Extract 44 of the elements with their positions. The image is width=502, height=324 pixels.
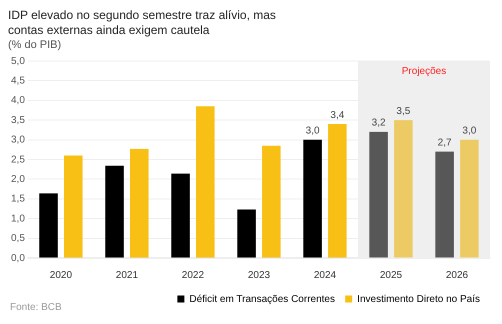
bar <box>369 132 388 258</box>
source-note: Fonte: BCB <box>10 302 62 313</box>
y-tick-label: 0,5 <box>10 233 26 244</box>
y-tick-label: 0,0 <box>10 252 26 264</box>
bar <box>39 193 58 258</box>
data-label: 3,5 <box>396 106 411 117</box>
x-tick-label: 2020 <box>50 270 72 281</box>
x-tick-label: 2023 <box>248 270 271 281</box>
bar <box>105 166 124 258</box>
x-tick-label: 2022 <box>182 270 204 281</box>
data-label: 3,0 <box>306 126 320 137</box>
y-tick-label: 2,0 <box>10 174 26 185</box>
y-tick-label: 3,0 <box>10 134 26 146</box>
y-tick-label: 3,5 <box>10 114 26 126</box>
bar <box>130 148 149 258</box>
legend-label: Investimento Direto no País <box>357 294 480 305</box>
x-tick-label: 2026 <box>446 270 469 281</box>
bar <box>460 140 479 258</box>
bar <box>394 120 413 258</box>
chart-subtitle: (% do PIB) <box>8 38 62 52</box>
bar <box>171 174 190 258</box>
bar <box>237 210 256 258</box>
band-label: Projeções <box>402 66 446 77</box>
bar <box>303 140 322 258</box>
data-label: 3,4 <box>330 110 345 121</box>
bar <box>328 124 347 258</box>
bar <box>64 156 83 258</box>
x-tick-label: 2025 <box>380 270 403 281</box>
x-tick-label: 2024 <box>314 270 337 281</box>
bar <box>262 146 281 258</box>
y-tick-label: 1,5 <box>10 194 26 205</box>
y-tick-label: 4,5 <box>10 75 26 86</box>
y-tick-label: 2,5 <box>10 154 26 166</box>
y-tick-label: 5,0 <box>10 56 26 67</box>
bar <box>196 106 215 258</box>
chart-title: IDP elevado no segundo semestre traz alívio, mas contas externas ainda exigem cautela <box>8 8 277 38</box>
data-label: 3,2 <box>372 118 386 129</box>
legend-label: Déficit em Transações Correntes <box>189 294 335 305</box>
data-label: 2,7 <box>438 137 452 148</box>
bar <box>435 152 454 258</box>
y-tick-label: 1,0 <box>10 213 26 224</box>
data-label: 3,0 <box>462 126 477 137</box>
y-tick-label: 4,0 <box>10 95 26 106</box>
x-tick-label: 2021 <box>116 270 138 281</box>
